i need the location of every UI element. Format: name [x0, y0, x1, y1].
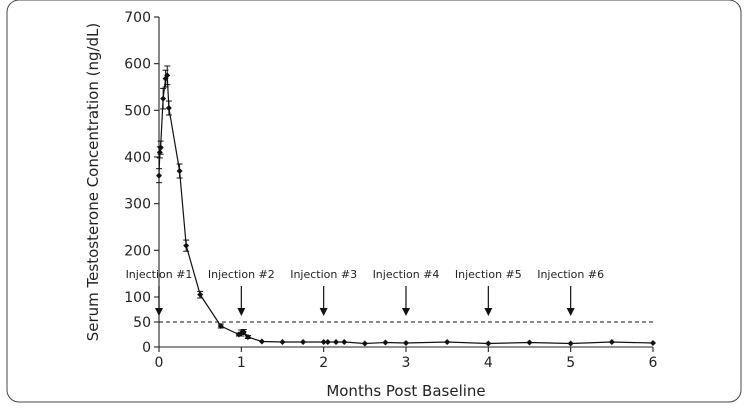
data-point — [156, 172, 162, 179]
data-point — [157, 144, 164, 151]
x-tick-label: 6 — [649, 355, 658, 371]
injection-arrowhead — [237, 308, 246, 316]
y-tick-label: 200 — [124, 243, 151, 259]
y-tick-label: 700 — [124, 10, 151, 26]
data-point — [320, 339, 327, 345]
injection-arrowhead — [566, 308, 575, 316]
x-tick-label: 4 — [484, 355, 493, 371]
data-point — [650, 340, 656, 346]
data-point — [567, 340, 574, 347]
injection-arrowhead — [402, 308, 410, 316]
injection-label: Injection #6 — [537, 268, 604, 281]
y-tick-label: 500 — [124, 103, 151, 119]
x-tick-label: 1 — [237, 355, 246, 371]
data-point — [526, 339, 533, 346]
injection-label: Injection #5 — [455, 268, 522, 281]
x-tick-label: 3 — [402, 355, 411, 371]
injection-label: Injection #4 — [373, 268, 440, 281]
data-point — [160, 95, 167, 102]
x-tick-label: 5 — [566, 355, 575, 371]
data-point — [217, 323, 224, 329]
data-point — [164, 72, 171, 79]
data-point — [485, 340, 492, 347]
injection-label: Injection #1 — [126, 268, 193, 281]
data-point — [258, 338, 265, 345]
data-point — [382, 339, 389, 346]
y-tick-label: 0 — [142, 340, 151, 356]
injection-arrowhead — [484, 308, 493, 316]
data-point — [165, 105, 172, 111]
data-point — [608, 339, 615, 345]
data-point — [183, 242, 190, 249]
data-point — [361, 340, 368, 347]
x-tick-label: 2 — [319, 355, 328, 371]
x-tick-label: 0 — [155, 355, 164, 371]
injection-arrowhead — [155, 308, 163, 316]
data-point — [240, 329, 247, 335]
data-point — [176, 168, 183, 174]
figure-frame — [6, 0, 742, 403]
y-tick-label: 50 — [133, 315, 151, 331]
data-point — [197, 291, 204, 298]
y-axis-title: Serum Testosterone Concentration (ng/dL) — [84, 23, 102, 342]
data-point — [300, 339, 307, 345]
x-axis-title: Months Post Baseline — [326, 382, 485, 400]
y-tick-label: 400 — [124, 150, 151, 166]
data-point — [444, 339, 451, 345]
y-tick-label: 100 — [124, 290, 151, 306]
data-point — [244, 334, 251, 340]
injection-label: Injection #3 — [290, 268, 357, 281]
data-point — [403, 340, 409, 346]
data-point — [324, 339, 331, 345]
data-point — [279, 339, 286, 345]
injection-arrowhead — [319, 308, 328, 316]
y-tick-label: 600 — [124, 57, 151, 73]
data-point — [341, 339, 348, 345]
data-point — [333, 339, 340, 345]
injection-label: Injection #2 — [208, 268, 275, 281]
y-tick-label: 300 — [124, 197, 151, 213]
